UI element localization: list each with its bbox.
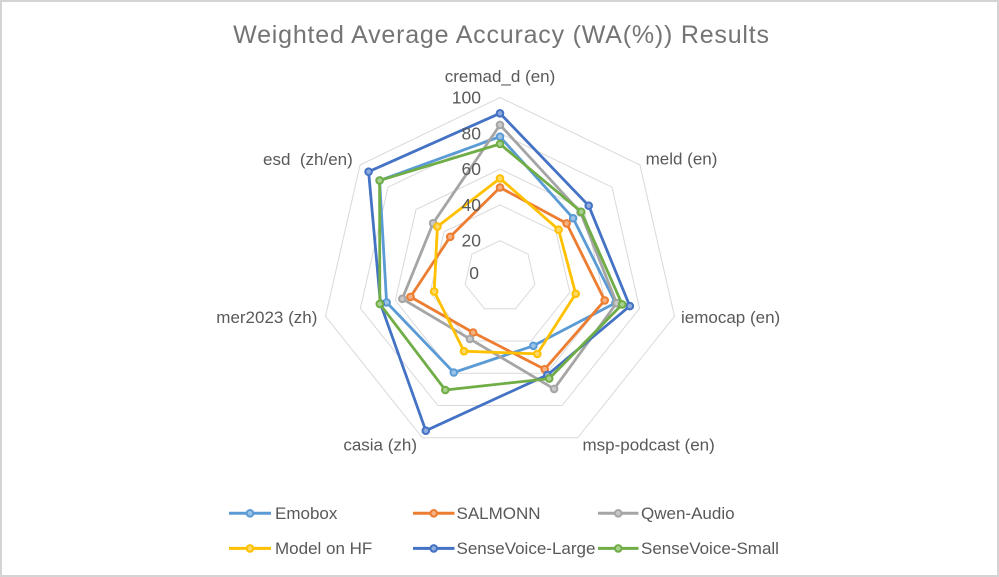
svg-text:SALMONN: SALMONN <box>457 504 541 523</box>
svg-text:Qwen-Audio: Qwen-Audio <box>641 504 735 523</box>
svg-text:Model on HF: Model on HF <box>275 539 372 558</box>
svg-text:100: 100 <box>452 88 481 108</box>
svg-text:msp-podcast (en): msp-podcast (en) <box>583 436 715 455</box>
svg-text:casia (zh): casia (zh) <box>343 436 417 455</box>
svg-text:40: 40 <box>462 195 482 215</box>
svg-text:mer2023 (zh): mer2023 (zh) <box>216 308 317 327</box>
svg-text:Emobox: Emobox <box>275 504 338 523</box>
svg-text:meld (en): meld (en) <box>646 150 718 169</box>
svg-text:80: 80 <box>462 123 482 143</box>
svg-text:60: 60 <box>462 159 482 179</box>
svg-text:esd (zh/en): esd (zh/en) <box>263 150 353 169</box>
svg-text:SenseVoice-Large: SenseVoice-Large <box>457 539 596 558</box>
svg-text:SenseVoice-Small: SenseVoice-Small <box>641 539 779 558</box>
svg-text:0: 0 <box>469 263 479 283</box>
svg-text:20: 20 <box>462 231 482 251</box>
svg-text:cremad_d (en): cremad_d (en) <box>445 67 556 86</box>
svg-text:iemocap (en): iemocap (en) <box>681 308 780 327</box>
